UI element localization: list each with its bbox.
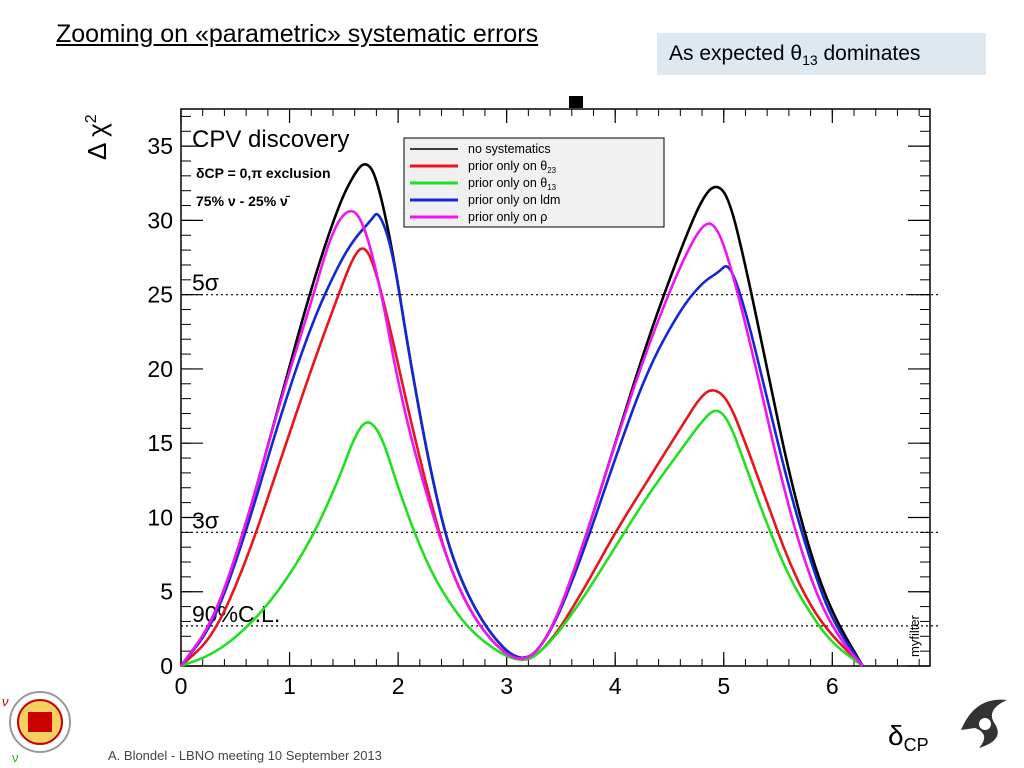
x-tick-label: 5 bbox=[717, 673, 730, 699]
series-line-prior-rho bbox=[179, 209, 864, 667]
x-tick-label: 4 bbox=[609, 673, 622, 699]
y-axis-label: Δ χ2 bbox=[82, 114, 112, 160]
y-tick-label: 30 bbox=[147, 207, 173, 233]
y-tick-label: 5 bbox=[160, 579, 173, 605]
svg-text:ν: ν bbox=[12, 750, 19, 765]
chart-title: CPV discovery bbox=[192, 126, 349, 153]
x-axis-label: δCP bbox=[888, 720, 929, 755]
footer-text: A. Blondel - LBNO meeting 10 September 2… bbox=[108, 748, 382, 763]
y-tick-label: 15 bbox=[147, 430, 173, 456]
watermark: myfilter bbox=[907, 614, 922, 657]
legend-label: prior only on θ23 bbox=[468, 159, 557, 175]
y-tick-label: 35 bbox=[147, 133, 173, 159]
x-tick-label: 3 bbox=[500, 673, 513, 699]
university-seal-logo: ν ν bbox=[2, 691, 71, 765]
x-tick-label: 6 bbox=[826, 673, 839, 699]
series-line-prior-ldm bbox=[179, 212, 864, 667]
series-group bbox=[179, 163, 864, 668]
legend-label: prior only on ldm bbox=[468, 193, 560, 207]
y-tick-label: 0 bbox=[160, 653, 173, 679]
callout-box: As expected θ13 dominates bbox=[657, 33, 986, 75]
y-tick-label: 25 bbox=[147, 282, 173, 308]
plot-frame bbox=[180, 108, 931, 667]
legend-label: prior only on θ13 bbox=[468, 176, 557, 192]
y-tick-label: 20 bbox=[147, 356, 173, 382]
series-line-no-systematics bbox=[179, 163, 864, 667]
legend-label: no systematics bbox=[468, 142, 551, 156]
callout-theta: θ bbox=[790, 42, 803, 65]
callout-suffix: dominates bbox=[817, 42, 921, 65]
axis-ticks: 0 1 2 3 4 5 6 0 5 10 15 20 25 30 35 bbox=[147, 109, 930, 699]
chart-subtitle-1: δCP = 0,π exclusion bbox=[196, 165, 331, 181]
x-tick-label: 2 bbox=[392, 673, 405, 699]
chart-subtitle-2: 75% ν - 25% ν̄ bbox=[196, 193, 291, 209]
callout-subscript: 13 bbox=[802, 52, 818, 69]
callout-prefix: As expected bbox=[669, 42, 791, 65]
marker-square bbox=[569, 96, 583, 108]
svg-text:ν: ν bbox=[2, 694, 9, 709]
slide-title: Zooming on «parametric» systematic error… bbox=[56, 20, 539, 48]
reference-label: 5σ bbox=[192, 270, 219, 296]
legend-label: prior only on ρ bbox=[468, 210, 547, 224]
y-tick-label: 10 bbox=[147, 504, 173, 530]
lab-logo bbox=[961, 699, 1007, 748]
x-tick-label: 1 bbox=[283, 673, 296, 699]
x-tick-label: 0 bbox=[175, 673, 188, 699]
reference-label: 3σ bbox=[192, 507, 219, 533]
series-line-prior-theta23 bbox=[180, 247, 864, 667]
